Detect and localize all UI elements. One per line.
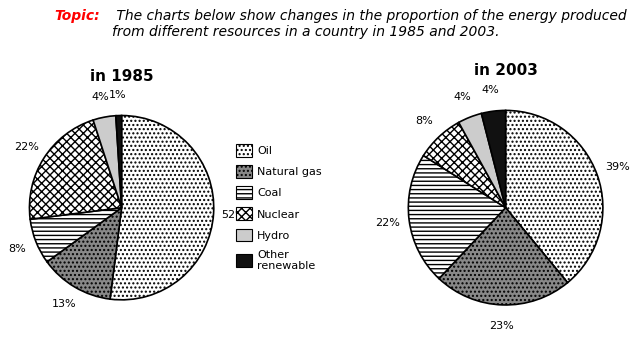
Text: 39%: 39% bbox=[605, 163, 630, 172]
Wedge shape bbox=[439, 208, 568, 305]
Wedge shape bbox=[29, 120, 122, 219]
Text: The charts below show changes in the proportion of the energy produced
from diff: The charts below show changes in the pro… bbox=[112, 9, 627, 39]
Wedge shape bbox=[116, 115, 122, 208]
Wedge shape bbox=[481, 111, 506, 208]
Wedge shape bbox=[93, 116, 122, 208]
Text: 52%: 52% bbox=[221, 210, 246, 220]
Wedge shape bbox=[47, 208, 122, 299]
Text: 4%: 4% bbox=[92, 92, 109, 102]
Text: 23%: 23% bbox=[490, 321, 515, 331]
Title: in 2003: in 2003 bbox=[474, 63, 538, 78]
Wedge shape bbox=[459, 113, 506, 208]
Title: in 1985: in 1985 bbox=[90, 69, 154, 84]
Text: 1%: 1% bbox=[109, 90, 127, 100]
Text: 4%: 4% bbox=[482, 85, 500, 95]
Text: 4%: 4% bbox=[453, 92, 471, 102]
Wedge shape bbox=[110, 115, 214, 300]
Legend: Oil, Natural gas, Coal, Nuclear, Hydro, Other
renewable: Oil, Natural gas, Coal, Nuclear, Hydro, … bbox=[236, 144, 322, 271]
Wedge shape bbox=[408, 156, 506, 278]
Text: 13%: 13% bbox=[52, 300, 77, 309]
Text: 22%: 22% bbox=[376, 218, 400, 227]
Text: 22%: 22% bbox=[14, 143, 39, 152]
Wedge shape bbox=[424, 122, 506, 208]
Text: 8%: 8% bbox=[415, 116, 433, 126]
Wedge shape bbox=[506, 111, 603, 283]
Text: 8%: 8% bbox=[8, 244, 26, 254]
Text: Topic:: Topic: bbox=[54, 9, 100, 23]
Wedge shape bbox=[30, 208, 122, 262]
